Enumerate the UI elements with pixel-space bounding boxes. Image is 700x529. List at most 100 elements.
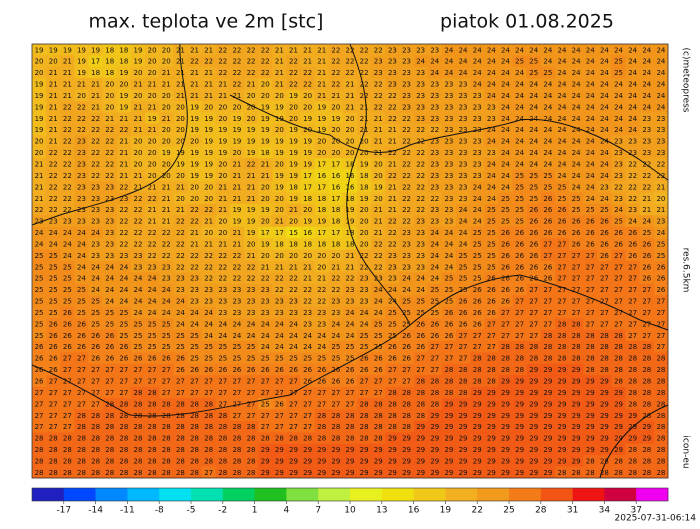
grid-cell [342, 238, 358, 250]
grid-cell [173, 215, 188, 228]
grid-cell [441, 283, 457, 296]
grid-cell [625, 89, 641, 102]
grid-cell [46, 158, 61, 170]
cell-value: 28 [105, 457, 114, 465]
grid-cell [540, 181, 556, 193]
cell-value: 26 [586, 240, 595, 248]
cell-value: 21 [656, 183, 665, 191]
grid-cell [470, 340, 485, 353]
cell-value: 29 [600, 412, 609, 420]
cell-value: 20 [176, 172, 185, 180]
grid-cell [512, 181, 527, 193]
cell-value: 28 [388, 423, 397, 431]
cell-value: 28 [515, 366, 524, 374]
cell-value: 24 [558, 92, 567, 100]
cell-value: 27 [628, 286, 637, 294]
cell-value: 17 [331, 160, 340, 168]
cell-value: 19 [134, 46, 143, 54]
cell-value: 27 [35, 412, 44, 420]
cell-value: 27 [247, 389, 256, 397]
cell-value: 19 [218, 149, 227, 157]
cell-value: 22 [374, 103, 383, 111]
grid-cell [498, 329, 513, 342]
cell-value: 29 [529, 457, 538, 465]
grid-cell [60, 249, 75, 262]
grid-cell [342, 340, 358, 353]
cell-value: 21 [218, 206, 227, 214]
cell-value: 19 [232, 206, 241, 214]
cell-value: 24 [586, 138, 595, 146]
cell-value: 24 [529, 149, 538, 157]
cell-value: 29 [501, 377, 510, 385]
grid-cell [583, 329, 598, 342]
cell-value: 26 [63, 343, 72, 351]
grid-cell [145, 146, 160, 159]
cell-value: 29 [586, 412, 595, 420]
cell-value: 27 [176, 389, 185, 397]
grid-cell [201, 135, 217, 148]
grid-cell [470, 44, 485, 56]
grid-cell [512, 329, 527, 342]
grid-cell [130, 44, 146, 56]
cell-value: 22 [374, 263, 383, 271]
grid-cell [328, 192, 344, 205]
grid-cell [413, 44, 429, 56]
grid-cell [385, 123, 400, 136]
grid-cell [102, 249, 118, 262]
grid-cell [173, 261, 188, 273]
cell-value: 24 [459, 58, 468, 66]
cell-value: 22 [204, 252, 213, 260]
cell-value: 27 [289, 412, 298, 420]
grid-cell [88, 340, 103, 353]
cell-value: 21 [289, 206, 298, 214]
grid-cell [583, 169, 598, 182]
grid-cell [639, 66, 655, 79]
cell-value: 22 [331, 69, 340, 77]
grid-cell [399, 146, 414, 159]
grid-cell [625, 318, 641, 330]
cell-value: 26 [515, 263, 524, 271]
grid-cell [32, 158, 47, 170]
grid-cell [625, 226, 641, 239]
cell-value: 19 [204, 115, 213, 123]
cell-value: 23 [430, 115, 439, 123]
cell-value: 28 [261, 435, 270, 443]
grid-cell [258, 226, 273, 239]
cell-value: 24 [346, 309, 355, 317]
cell-value: 17 [303, 172, 312, 180]
cell-value: 22 [63, 115, 72, 123]
colorbar-tick-label: 34 [599, 506, 611, 516]
colorbar-tick-label: 22 [471, 506, 482, 516]
cell-value: 24 [119, 275, 128, 283]
grid-cell [569, 123, 584, 136]
cell-value: 28 [614, 332, 623, 340]
grid-cell [526, 112, 542, 125]
cell-value: 28 [162, 446, 171, 454]
cell-value: 24 [642, 81, 651, 89]
grid-cell [102, 123, 118, 136]
cell-value: 19 [261, 115, 270, 123]
grid-cell [371, 123, 386, 136]
cell-value: 22 [218, 275, 227, 283]
cell-value: 21 [232, 160, 241, 168]
cell-value: 29 [515, 423, 524, 431]
cell-value: 24 [628, 218, 637, 226]
grid-cell [583, 306, 598, 319]
grid-cell [130, 272, 146, 285]
grid-cell [456, 158, 471, 170]
cell-value: 22 [402, 138, 411, 146]
cell-value: 23 [473, 160, 482, 168]
cell-value: 27 [543, 252, 552, 260]
cell-value: 26 [529, 263, 538, 271]
grid-cell [385, 66, 400, 79]
grid-cell [611, 55, 626, 68]
grid-cell [498, 192, 513, 205]
cell-value: 27 [162, 377, 171, 385]
grid-cell [159, 112, 174, 125]
grid-cell [244, 306, 259, 319]
grid-cell [441, 192, 457, 205]
cell-value: 29 [558, 400, 567, 408]
grid-cell [470, 329, 485, 342]
cell-value: 20 [275, 126, 284, 134]
grid-cell [427, 306, 443, 319]
